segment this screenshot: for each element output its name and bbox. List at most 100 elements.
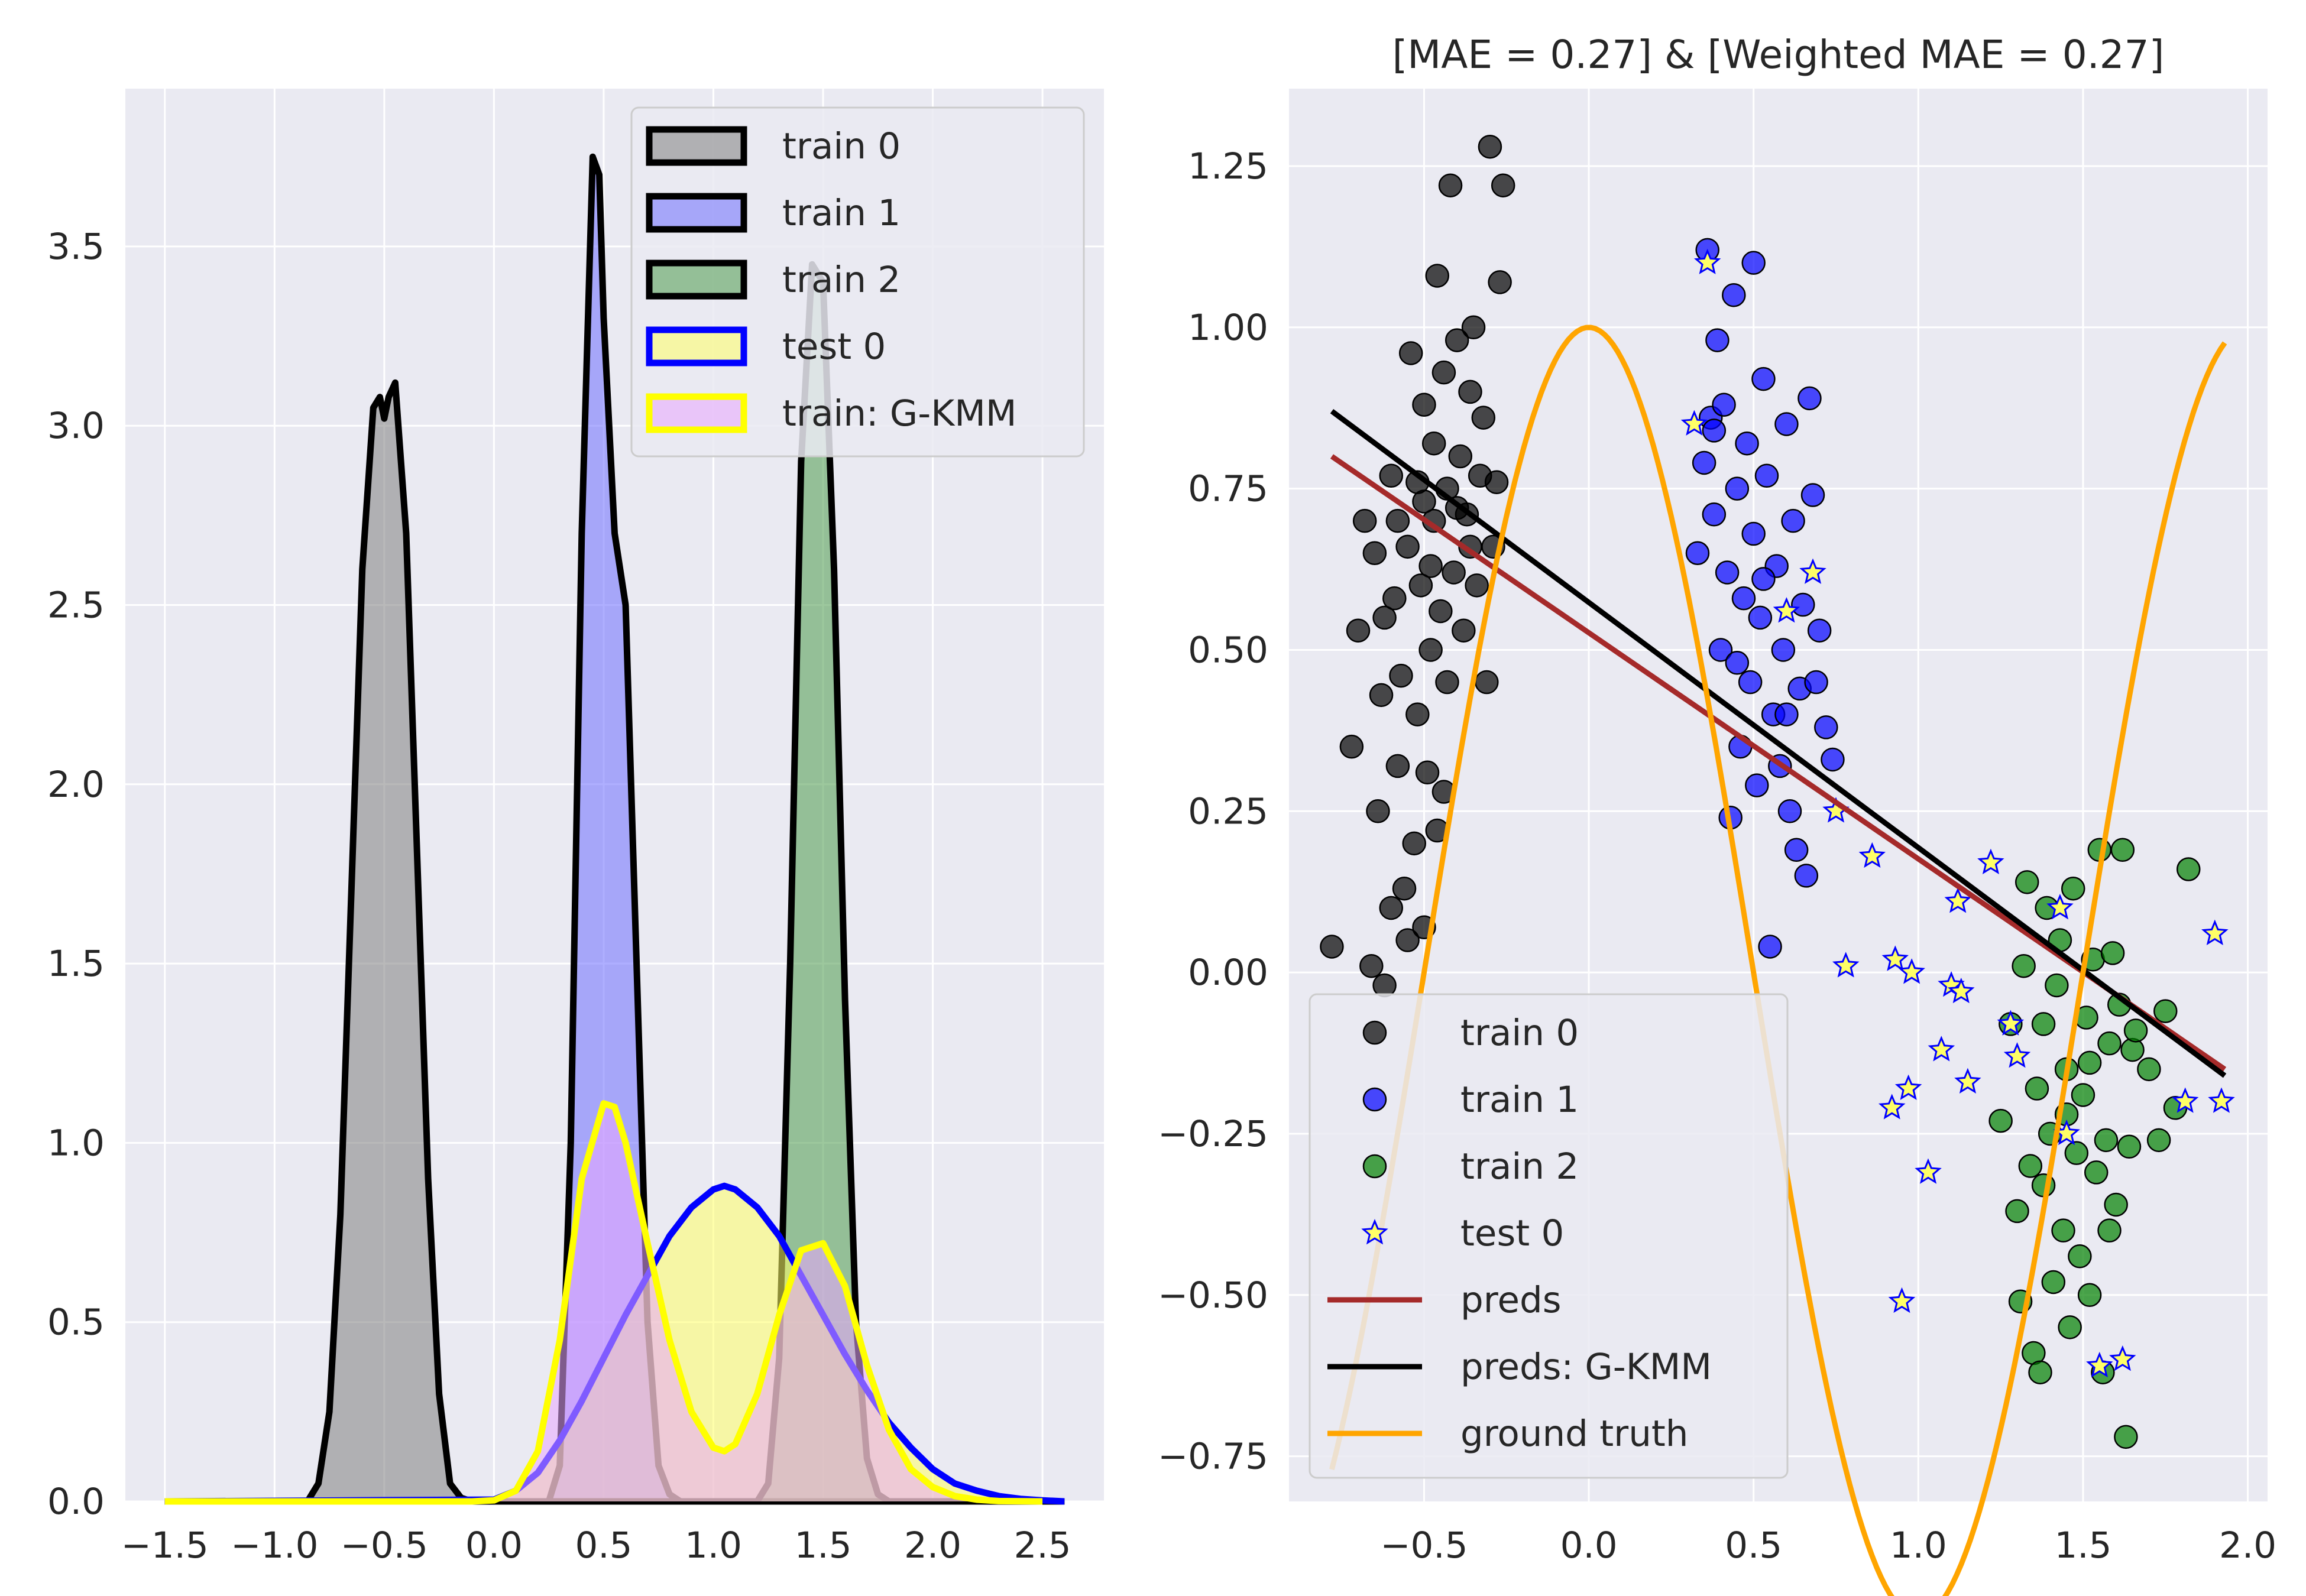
point-train-2 (2094, 1128, 2119, 1153)
point-train-0 (1465, 573, 1489, 598)
point-train-0 (1392, 876, 1417, 901)
legend-label-train-1: train 1 (782, 192, 901, 234)
y-tick-label: 3.5 (47, 226, 105, 268)
point-train-0 (1461, 315, 1486, 340)
x-tick-label: −1.0 (231, 1524, 318, 1566)
point-test-0 (2201, 919, 2229, 945)
point-test-0 (1928, 1036, 1955, 1062)
legend-marker-train-0 (1362, 1020, 1387, 1045)
point-train-0 (1445, 328, 1469, 352)
line-preds-g-kmm (1330, 409, 2227, 1078)
point-train-0 (1478, 134, 1502, 159)
point-train-1 (1777, 799, 1802, 823)
point-train-2 (2025, 1076, 2049, 1101)
x-tick-label: 2.0 (904, 1524, 961, 1566)
point-train-1 (1784, 838, 1809, 862)
point-train-1 (1725, 651, 1750, 675)
point-train-0 (1435, 670, 1459, 695)
point-test-0 (1977, 848, 2004, 874)
point-train-0 (1379, 896, 1403, 920)
point-train-0 (1421, 431, 1446, 456)
point-train-0 (1484, 470, 1509, 494)
point-train-2 (2137, 1057, 2161, 1082)
point-test-0 (1947, 978, 1975, 1004)
y-tick-label: 0.00 (1188, 952, 1268, 994)
point-train-1 (1800, 483, 1825, 507)
point-train-0 (1359, 953, 1384, 978)
point-train-1 (1725, 476, 1750, 501)
x-tick-label: 1.0 (685, 1524, 742, 1566)
point-train-1 (1754, 463, 1779, 488)
x-tick-label: −0.5 (1380, 1524, 1468, 1566)
point-train-0 (1385, 754, 1410, 778)
point-train-1 (1758, 935, 1782, 959)
point-train-0 (1438, 173, 1463, 197)
point-train-0 (1425, 264, 1450, 288)
y-tick-label: 0.75 (1188, 468, 1268, 510)
point-train-2 (2068, 1244, 2092, 1269)
legend-box (1309, 993, 1789, 1479)
y-tick-label: 1.25 (1188, 145, 1268, 187)
density-fill-train-1 (164, 157, 1065, 1501)
legend-label-ground-truth: ground truth (1460, 1413, 1688, 1455)
legend-label-test-0: test 0 (782, 326, 886, 368)
point-train-0 (1429, 599, 1453, 624)
density-fill-train-2 (164, 264, 1065, 1502)
point-train-0 (1408, 573, 1433, 598)
legend-swatch-train-1 (646, 193, 747, 233)
point-train-1 (1821, 747, 1845, 772)
point-train-1 (1712, 392, 1736, 417)
point-train-1 (1708, 638, 1733, 662)
point-train-0 (1412, 392, 1436, 417)
point-train-1 (1751, 366, 1776, 391)
point-train-0 (1402, 831, 1427, 856)
point-test-0 (1799, 558, 1826, 584)
y-tick-label: 0.50 (1188, 629, 1268, 671)
point-train-2 (2041, 1270, 2066, 1295)
point-train-1 (1705, 328, 1730, 352)
point-train-1 (1781, 508, 1805, 533)
legend-swatch-train-g-kmm (646, 393, 747, 433)
y-tick-label: 3.0 (47, 405, 105, 447)
point-train-2 (2012, 953, 2036, 978)
point-train-2 (2153, 999, 2178, 1023)
point-test-0 (1898, 958, 1925, 984)
point-train-0 (1418, 638, 1443, 662)
point-train-1 (1794, 864, 1819, 888)
x-tick-label: −0.5 (341, 1524, 428, 1566)
point-train-0 (1372, 973, 1397, 998)
point-train-2 (2097, 1218, 2122, 1243)
point-train-1 (1807, 618, 1832, 643)
point-train-2 (2077, 1050, 2102, 1075)
point-test-0 (1997, 1010, 2025, 1036)
point-test-0 (2208, 1087, 2235, 1113)
point-train-0 (1488, 270, 1512, 294)
point-test-0 (1832, 952, 1860, 978)
point-test-0 (1888, 1287, 1916, 1313)
density-fill-train-0 (164, 382, 1065, 1502)
point-train-1 (1702, 502, 1727, 527)
point-train-2 (2064, 1141, 2089, 1165)
point-train-1 (1748, 605, 1773, 630)
point-train-2 (2031, 1012, 2056, 1036)
x-tick-label: 1.5 (2054, 1524, 2111, 1566)
point-train-2 (2110, 838, 2135, 862)
point-train-1 (1685, 541, 1710, 566)
point-train-0 (1362, 541, 1387, 566)
point-test-0 (1773, 597, 1800, 623)
x-tick-label: 2.5 (1014, 1524, 1071, 1566)
point-train-2 (2018, 1154, 2043, 1178)
point-train-0 (1412, 489, 1436, 514)
point-train-1 (1774, 702, 1799, 726)
right-y-tick-labels: −0.75 −0.50 −0.25 0.00 0.25 0.50 0.75 1.00 1.25 (1158, 145, 1268, 1478)
legend-label-train-2: train 2 (782, 259, 901, 301)
point-train-0 (1366, 799, 1390, 823)
point-test-0 (1878, 1094, 1906, 1120)
point-train-2 (2084, 1160, 2109, 1185)
point-train-2 (2146, 1128, 2171, 1153)
density-line-train-0 (164, 379, 1065, 1505)
point-train-1 (1722, 283, 1746, 307)
point-train-0 (1352, 508, 1377, 533)
point-train-0 (1431, 360, 1456, 385)
